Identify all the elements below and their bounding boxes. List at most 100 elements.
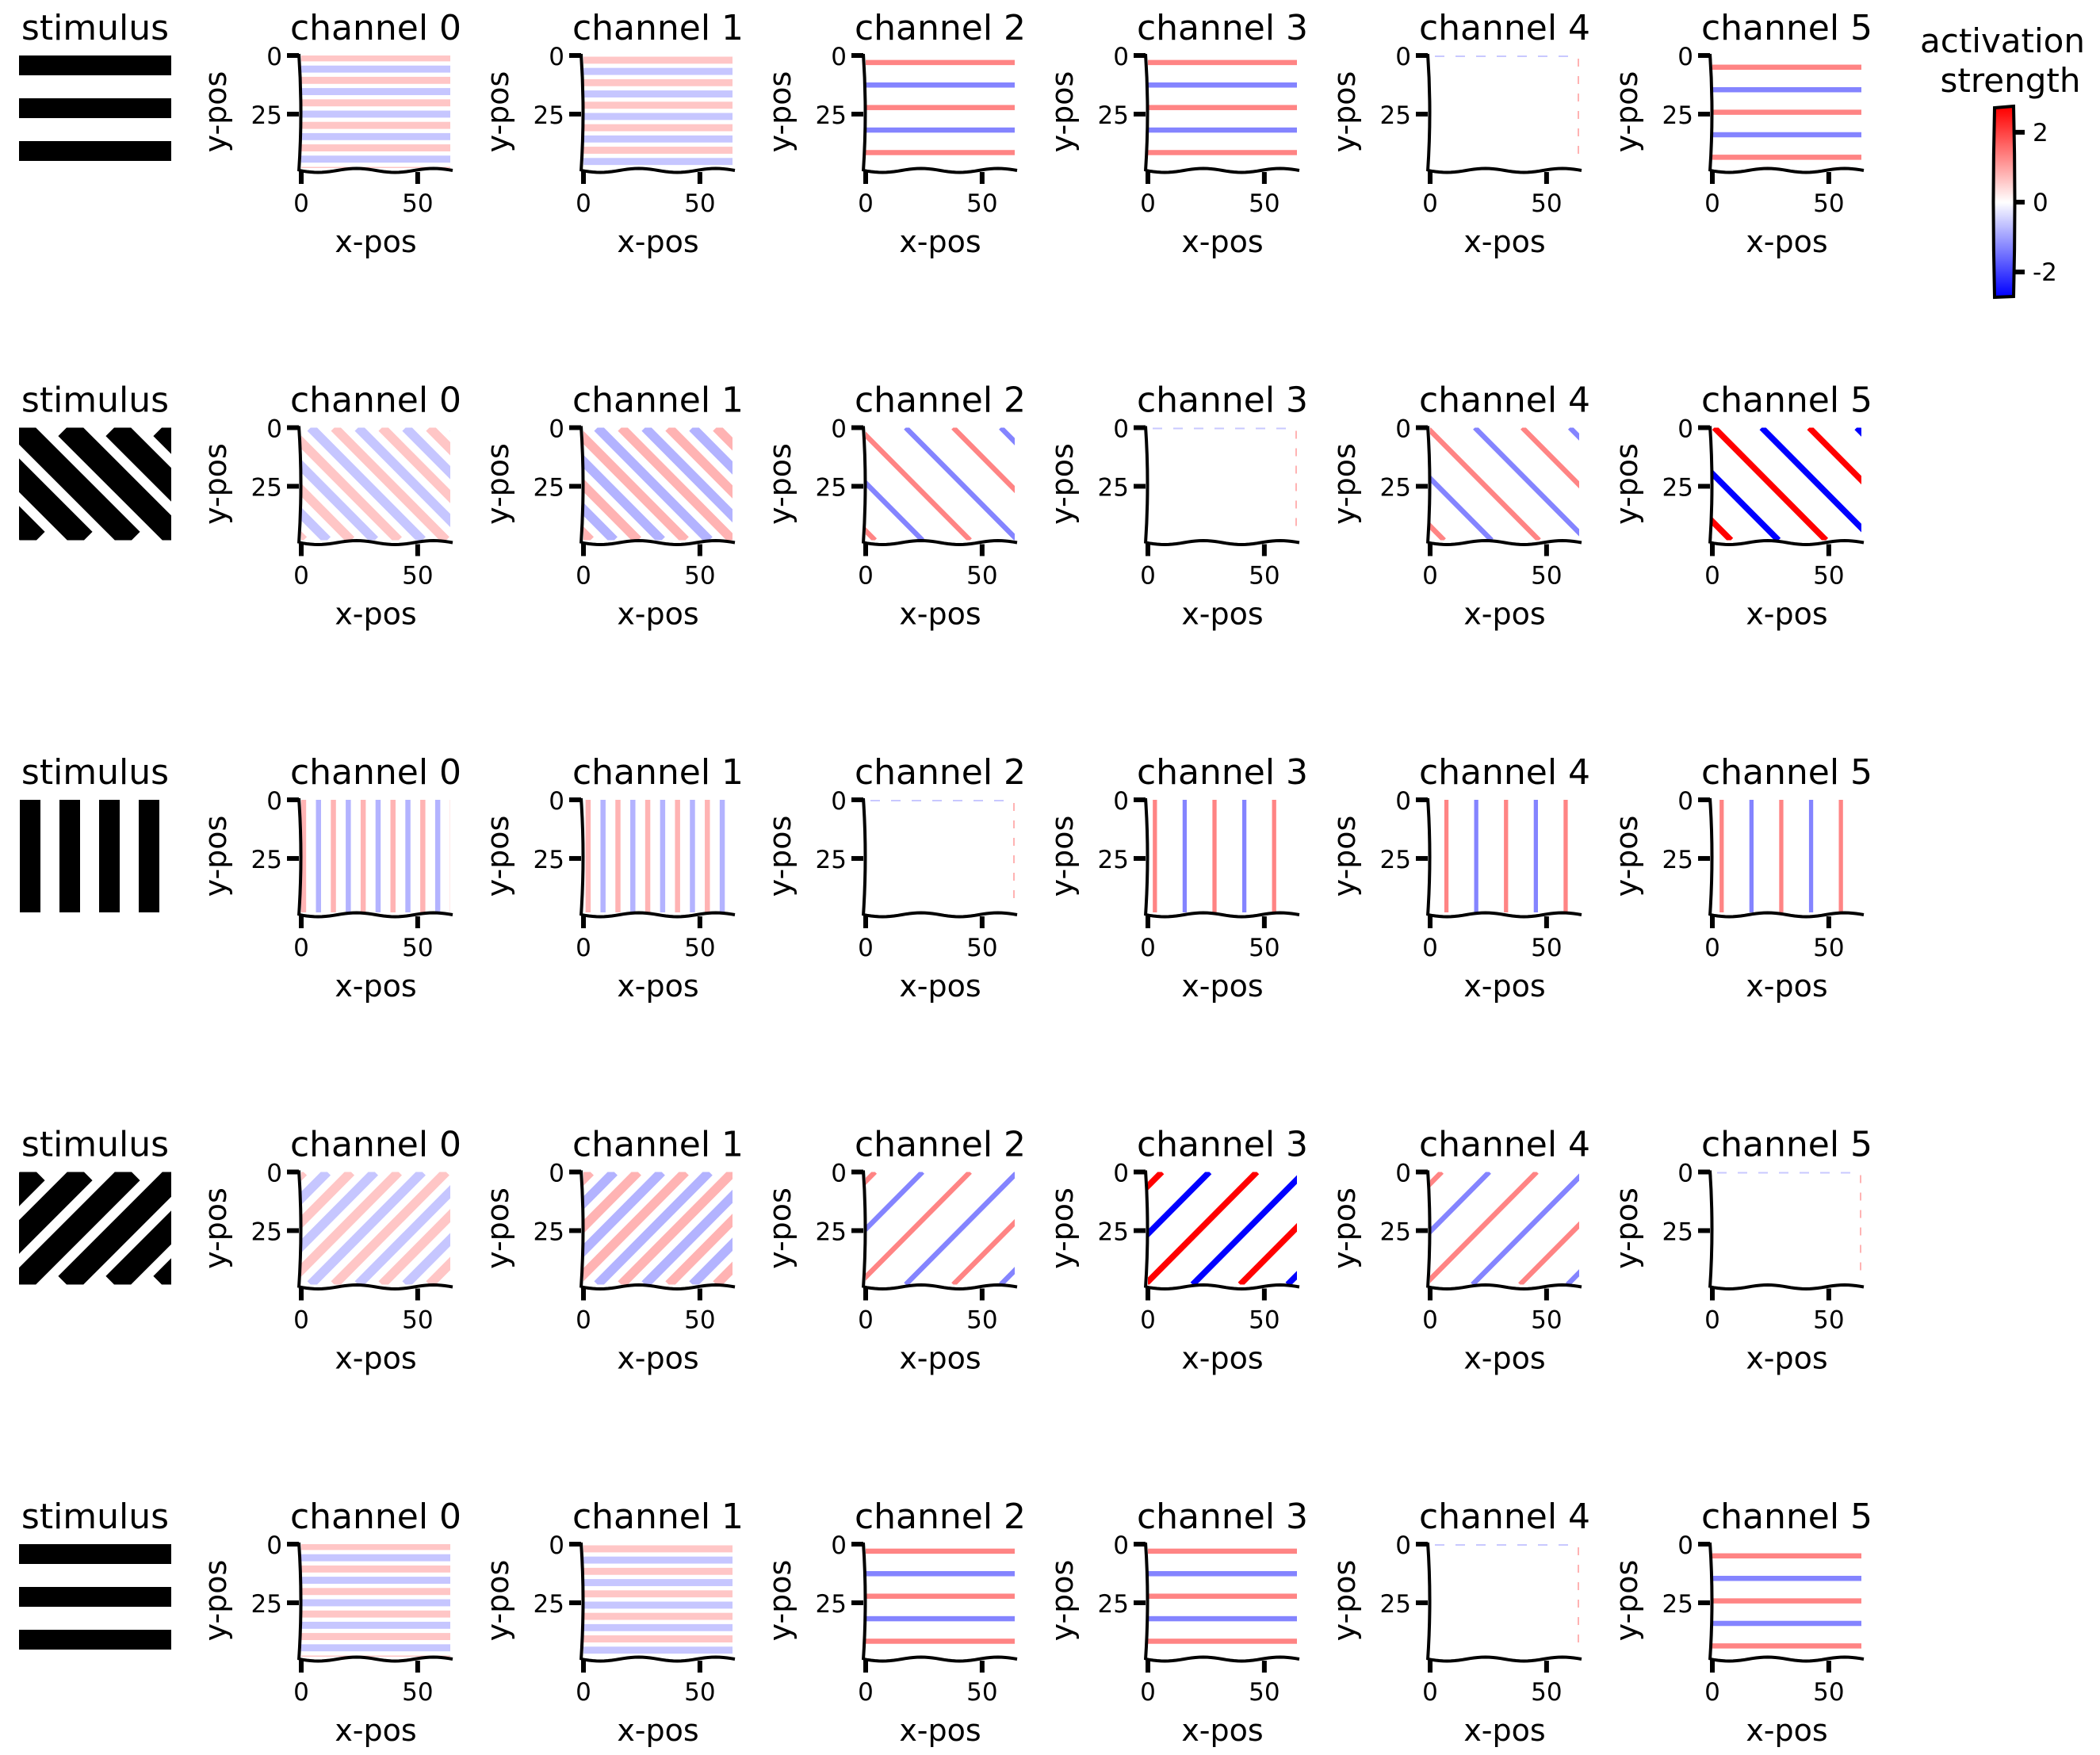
y-tick-label: 0 bbox=[1113, 43, 1129, 71]
x-tick-label: 50 bbox=[966, 562, 997, 591]
heatmap-stripe bbox=[301, 1565, 450, 1573]
y-axis-label: y-pos bbox=[480, 816, 515, 897]
channel-panel: channel 1 0 25 0 50 x-pos y-pos bbox=[480, 752, 744, 1004]
y-axis-label: y-pos bbox=[1609, 1560, 1644, 1642]
heatmap-stripe bbox=[1712, 1643, 1861, 1649]
x-axis-label: x-pos bbox=[899, 1341, 981, 1376]
channel-title: channel 1 bbox=[572, 1497, 744, 1537]
heatmap-stripe bbox=[405, 800, 411, 912]
heatmap-stripe bbox=[301, 166, 450, 168]
channel-panel: channel 1 0 25 0 50 x-pos y-pos bbox=[480, 1125, 744, 1376]
y-tick-label: 25 bbox=[1662, 1590, 1693, 1619]
heatmap-background bbox=[1712, 800, 1861, 912]
x-axis-spine bbox=[580, 538, 736, 547]
heatmap-background bbox=[1430, 1172, 1579, 1285]
heatmap-stripe bbox=[1148, 127, 1297, 133]
heatmap-stripe bbox=[307, 427, 426, 541]
channel-panel: channel 0 0 25 0 50 x-pos y-pos bbox=[198, 8, 461, 259]
x-axis-spine bbox=[1145, 911, 1300, 919]
y-tick-label: 25 bbox=[816, 473, 847, 502]
heatmap-stripe bbox=[904, 427, 1015, 541]
y-axis-spine bbox=[580, 797, 585, 916]
y-tick-label: 0 bbox=[1677, 1531, 1693, 1560]
x-tick-label: 50 bbox=[1813, 1678, 1844, 1707]
heatmap-stripe bbox=[583, 478, 641, 541]
channel-title: channel 2 bbox=[855, 1497, 1026, 1537]
y-axis-label: y-pos bbox=[198, 1560, 233, 1642]
heatmap-stripe bbox=[583, 1172, 689, 1282]
heatmap-stripe bbox=[594, 1172, 713, 1285]
x-tick-label: 0 bbox=[576, 189, 591, 218]
heatmap-background bbox=[1712, 1172, 1861, 1285]
x-axis-label: x-pos bbox=[335, 1341, 416, 1376]
y-tick-label: 0 bbox=[1677, 1160, 1693, 1188]
channel-panel: channel 3 0 25 0 50 x-pos y-pos bbox=[1045, 380, 1308, 632]
y-axis-label: y-pos bbox=[198, 443, 233, 525]
heatmap-stripe bbox=[1182, 800, 1188, 912]
y-tick-label: 25 bbox=[251, 473, 282, 502]
y-tick-label: 0 bbox=[549, 1531, 564, 1560]
heatmap-stripe bbox=[1854, 427, 1861, 437]
y-tick-label: 0 bbox=[831, 787, 847, 816]
y-axis-label: y-pos bbox=[1327, 1560, 1362, 1642]
channel-title: channel 4 bbox=[1419, 1125, 1590, 1165]
y-axis-spine bbox=[862, 53, 867, 172]
stimulus-image bbox=[19, 800, 171, 912]
heatmap-stripe bbox=[301, 121, 450, 129]
x-axis-label: x-pos bbox=[1463, 597, 1545, 632]
x-tick-label: 50 bbox=[402, 1678, 433, 1707]
heatmap-stripe bbox=[1952, 428, 2064, 541]
heatmap-stripe bbox=[1148, 105, 1297, 110]
heatmap-stripe bbox=[1838, 800, 1843, 912]
x-axis-spine bbox=[863, 166, 1018, 174]
x-axis-label: x-pos bbox=[335, 224, 416, 259]
y-tick-label: 25 bbox=[251, 101, 282, 130]
y-tick-label: 25 bbox=[1380, 846, 1411, 874]
y-axis-label: y-pos bbox=[763, 1187, 798, 1269]
heatmap-stripe bbox=[301, 435, 402, 541]
heatmap-stripe bbox=[331, 427, 449, 541]
x-axis-spine bbox=[1145, 1283, 1300, 1291]
heatmap-background bbox=[866, 1544, 1015, 1657]
channel-title: channel 5 bbox=[1701, 8, 1872, 48]
x-tick-label: 0 bbox=[1140, 562, 1156, 591]
x-axis-label: x-pos bbox=[1463, 224, 1545, 259]
y-tick-label: 0 bbox=[266, 1160, 282, 1188]
heatmap-stripe bbox=[904, 1172, 1015, 1285]
x-tick-label: 50 bbox=[402, 189, 433, 218]
stimulus-panel: stimulus bbox=[19, 1497, 171, 1657]
heatmap-background bbox=[1148, 1172, 1297, 1285]
y-axis-spine bbox=[297, 1542, 303, 1661]
y-axis-spine bbox=[1708, 1170, 1714, 1288]
x-axis-spine bbox=[298, 1655, 453, 1663]
stimulus-image bbox=[19, 1544, 171, 1657]
channel-title: channel 5 bbox=[1701, 1497, 1872, 1537]
heatmap-stripe bbox=[331, 800, 336, 912]
heatmap-stripe bbox=[346, 800, 351, 912]
heatmap-stripe bbox=[1148, 150, 1297, 155]
y-tick-label: 25 bbox=[1098, 846, 1129, 874]
channel-panel: channel 1 0 25 0 50 x-pos y-pos bbox=[480, 1497, 744, 1748]
heatmap-stripe bbox=[1712, 1598, 1861, 1604]
x-axis-label: x-pos bbox=[1463, 969, 1545, 1004]
y-tick-label: 25 bbox=[534, 101, 564, 130]
heatmap-stripe bbox=[426, 427, 450, 456]
heatmap-stripe bbox=[600, 800, 606, 912]
heatmap-stripe bbox=[1712, 86, 1861, 93]
heatmap-stripe bbox=[615, 800, 621, 912]
channel-panel: channel 4 0 25 0 50 x-pos y-pos bbox=[1327, 1125, 1590, 1376]
channel-panel: channel 4 0 25 0 50 x-pos y-pos bbox=[1327, 1497, 1590, 1748]
heatmap-stripe bbox=[1148, 1172, 1260, 1285]
y-tick-label: 25 bbox=[816, 1590, 847, 1619]
x-tick-label: 0 bbox=[1140, 1306, 1156, 1335]
channel-panel: channel 4 0 25 0 50 x-pos y-pos bbox=[1327, 8, 1590, 259]
x-axis-label: x-pos bbox=[617, 597, 698, 632]
stimulus-title: stimulus bbox=[21, 1497, 169, 1537]
channel-title: channel 4 bbox=[1419, 1497, 1590, 1537]
y-axis-spine bbox=[1144, 53, 1149, 172]
x-tick-label: 0 bbox=[858, 1306, 874, 1335]
x-tick-label: 50 bbox=[1813, 189, 1844, 218]
y-tick-label: 25 bbox=[534, 846, 564, 874]
channel-panel: channel 3 0 25 0 50 x-pos y-pos bbox=[1045, 1497, 1308, 1748]
